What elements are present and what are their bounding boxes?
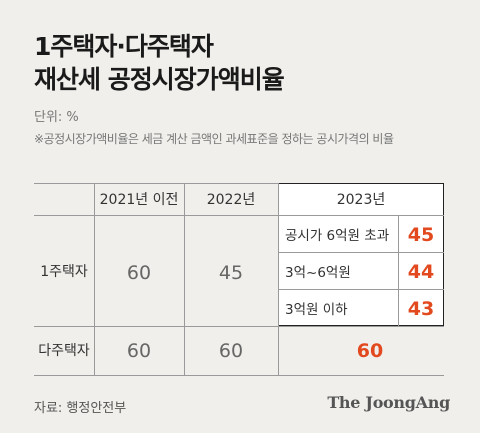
- value-single-2023-over-6: 45: [407, 224, 435, 246]
- chart-title: 1주택자·다주택자 재산세 공정시장가액비율: [34, 30, 285, 96]
- header-2021: 2021년 이전: [99, 192, 179, 208]
- grid-line-row: [34, 326, 444, 327]
- value-single-2021: 60: [126, 262, 152, 284]
- value-multi-2021: 60: [126, 340, 152, 362]
- grid-line-bottom: [34, 375, 444, 376]
- publisher-logo: The JoongAng: [327, 393, 450, 412]
- header-2022: 2022년: [206, 192, 256, 208]
- footnote: ※공정시장가액비율은 세금 계산 금액인 과세표준을 정하는 공시가격의 비율: [34, 132, 394, 146]
- value-single-2023-under-3: 43: [407, 298, 435, 320]
- grid-line-sub2: [278, 289, 444, 290]
- bracket-over-6: 공시가 6억원 초과: [285, 228, 390, 244]
- grid-line-col4: [398, 215, 399, 326]
- source-label: 자료: 행정안전부: [34, 401, 127, 416]
- header-2023: 2023년: [336, 192, 386, 208]
- highlight-box-2023: [278, 183, 444, 326]
- value-single-2022: 45: [218, 262, 244, 284]
- grid-line-sub1: [278, 252, 444, 253]
- grid-line-top: [34, 183, 278, 184]
- row-label-multi-home: 다주택자: [38, 343, 90, 359]
- grid-line-col1: [94, 183, 95, 375]
- value-multi-2022: 60: [218, 340, 244, 362]
- grid-line-col2: [184, 183, 185, 375]
- grid-line-header: [34, 215, 444, 216]
- bracket-under-3: 3억원 이하: [285, 302, 348, 318]
- bracket-3-to-6: 3억~6억원: [285, 265, 351, 281]
- row-label-single-home: 1주택자: [40, 264, 88, 280]
- value-multi-2023: 60: [356, 340, 384, 362]
- unit-label: 단위: %: [34, 110, 79, 125]
- value-single-2023-3-to-6: 44: [407, 261, 435, 283]
- title-line-2: 재산세 공정시장가액비율: [34, 65, 285, 94]
- title-line-1: 1주택자·다주택자: [34, 32, 214, 61]
- grid-line-col3: [278, 183, 279, 375]
